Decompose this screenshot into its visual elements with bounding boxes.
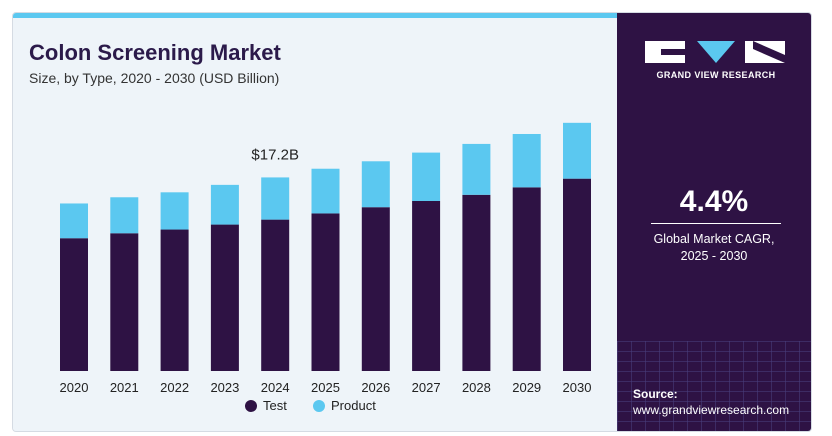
x-tick-label-2021: 2021 (110, 380, 139, 395)
bar-test-2030 (563, 178, 591, 371)
x-tick-label-2022: 2022 (160, 380, 189, 395)
x-tick-label-2025: 2025 (311, 380, 340, 395)
bar-product-2029 (512, 133, 541, 188)
legend-label-product: Product (331, 398, 376, 413)
source-label: Source: (633, 387, 678, 401)
bar-product-2027 (412, 152, 441, 201)
bar-test-2021 (110, 233, 139, 371)
bar-test-2023 (210, 224, 239, 371)
chart-title: Colon Screening Market (29, 40, 281, 65)
bar-test-2025 (311, 213, 340, 371)
cagr-value: 4.4% (679, 185, 749, 218)
chart-subtitle: Size, by Type, 2020 - 2030 (USD Billion) (29, 70, 280, 86)
chart-card: Colon Screening Market Size, by Type, 20… (12, 12, 812, 432)
bar-product-2021 (110, 197, 139, 234)
legend-label-test: Test (263, 398, 287, 413)
grand-view-research-logo-icon (645, 41, 785, 63)
legend-marker-test (245, 400, 257, 412)
bar-test-2026 (361, 207, 390, 371)
bar-product-2022 (160, 192, 189, 230)
x-tick-label-2024: 2024 (261, 380, 290, 395)
x-tick-label-2030: 2030 (563, 380, 592, 395)
legend-marker-product (313, 400, 325, 412)
x-tick-label-2026: 2026 (361, 380, 390, 395)
bar-test-2029 (512, 187, 541, 371)
info-sidebar: GRAND VIEW RESEARCH 4.4% Global Market C… (617, 13, 811, 431)
source-url: www.grandviewresearch.com (633, 403, 790, 417)
bar-test-2020 (60, 238, 88, 371)
bar-test-2028 (462, 194, 491, 371)
chart-panel: Colon Screening Market Size, by Type, 20… (13, 18, 617, 431)
bar-product-2024 (261, 177, 290, 220)
x-tick-label-2020: 2020 (60, 380, 89, 395)
cagr-label-line2: 2025 - 2030 (680, 249, 748, 263)
accent-line (13, 13, 617, 18)
cagr-label: Global Market CAGR, 2025 - 2030 (617, 231, 811, 265)
bar-test-2027 (412, 200, 441, 371)
bar-chart: 2020 2021 2022 2023 2024 $17.2B 2025 2026 2027 20… (60, 122, 592, 413)
divider (651, 223, 781, 224)
bar-product-2023 (210, 184, 239, 225)
bar-product-2025 (311, 168, 340, 214)
x-tick-label-2023: 2023 (210, 380, 239, 395)
bar-product-2028 (462, 143, 491, 195)
cagr-label-line1: Global Market CAGR, (653, 232, 775, 246)
bar-test-2024 (261, 219, 290, 371)
x-tick-label-2029: 2029 (512, 380, 541, 395)
bar-test-2022 (160, 229, 189, 371)
bar-product-2020 (60, 203, 88, 239)
bar-annotation: $17.2B (251, 146, 299, 163)
bar-product-2030 (563, 122, 591, 179)
brand-name: GRAND VIEW RESEARCH (656, 70, 776, 80)
grid-pattern (617, 341, 811, 431)
x-tick-label-2028: 2028 (462, 380, 491, 395)
x-tick-label-2027: 2027 (412, 380, 441, 395)
bar-product-2026 (361, 161, 390, 208)
